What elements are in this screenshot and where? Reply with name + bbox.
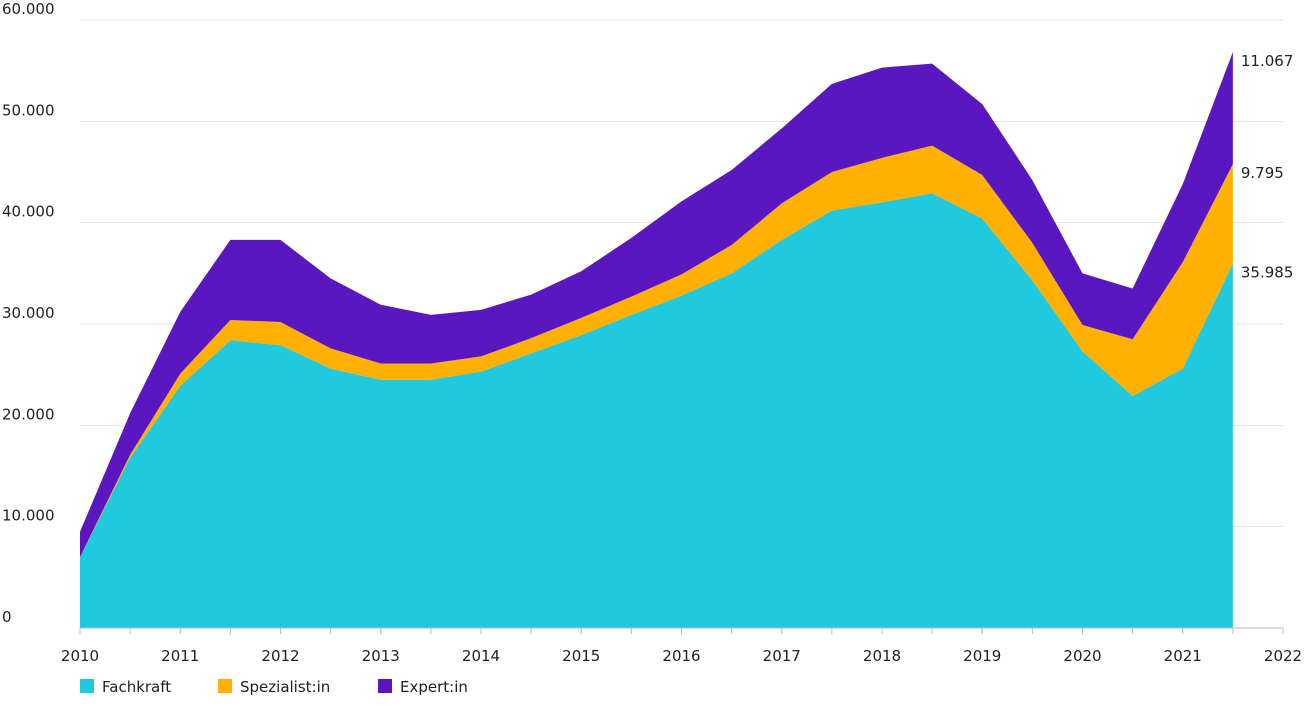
legend-swatch bbox=[80, 679, 94, 693]
x-tick-label: 2012 bbox=[261, 647, 299, 665]
x-tick-label: 2020 bbox=[1063, 647, 1101, 665]
y-tick-label: 10.000 bbox=[2, 507, 55, 525]
x-tick-label: 2011 bbox=[161, 647, 199, 665]
y-tick-label: 50.000 bbox=[2, 101, 55, 119]
legend-label: Fachkraft bbox=[102, 678, 171, 696]
x-tick-label: 2019 bbox=[963, 647, 1001, 665]
value-label: 11.067 bbox=[1241, 52, 1294, 70]
x-tick-label: 2013 bbox=[362, 647, 400, 665]
y-tick-label: 40.000 bbox=[2, 203, 55, 221]
x-tick-label: 2017 bbox=[763, 647, 801, 665]
area bbox=[80, 51, 1233, 558]
y-tick-label: 0 bbox=[2, 608, 12, 626]
y-tick-label: 60.000 bbox=[2, 0, 55, 18]
area bbox=[80, 193, 1233, 628]
y-tick-label: 20.000 bbox=[2, 405, 55, 423]
x-tick-label: 2016 bbox=[662, 647, 700, 665]
value-label: 35.985 bbox=[1241, 263, 1294, 281]
area bbox=[80, 145, 1233, 558]
legend-label: Expert:in bbox=[400, 678, 468, 696]
x-tick-label: 2010 bbox=[61, 647, 99, 665]
x-tick-label: 2018 bbox=[863, 647, 901, 665]
y-tick-label: 30.000 bbox=[2, 304, 55, 322]
x-tick-label: 2021 bbox=[1164, 647, 1202, 665]
legend-swatch bbox=[378, 679, 392, 693]
x-tick-label: 2022 bbox=[1264, 647, 1302, 665]
x-tick-label: 2015 bbox=[562, 647, 600, 665]
x-tick-label: 2014 bbox=[462, 647, 500, 665]
value-label: 9.795 bbox=[1241, 164, 1284, 182]
legend-label: Spezialist:in bbox=[240, 678, 330, 696]
legend-swatch bbox=[218, 679, 232, 693]
